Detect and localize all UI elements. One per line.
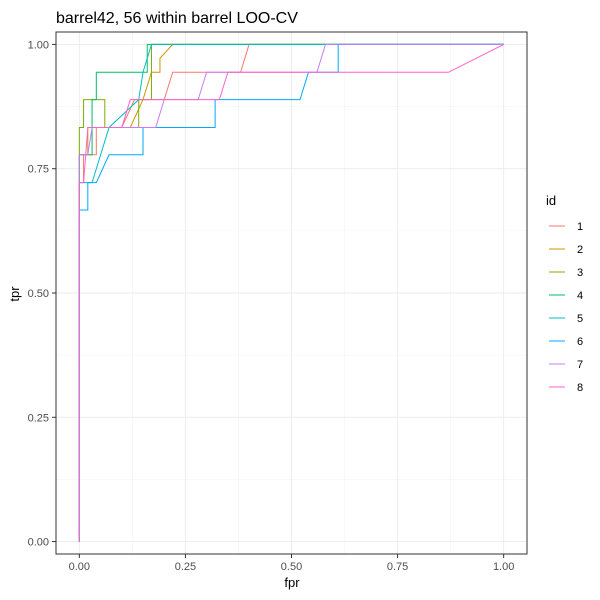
y-tick-label: 0.50	[28, 288, 49, 300]
x-axis: 0.00 0.25 0.50 0.75 1.00	[69, 554, 514, 573]
series-line-8	[78, 43, 504, 542]
y-tick-label: 1.00	[28, 39, 49, 51]
legend-label-4: 4	[577, 290, 583, 302]
legend-label-3: 3	[577, 267, 583, 279]
x-axis-title: fpr	[284, 575, 300, 590]
x-tick-label: 0.00	[69, 561, 90, 573]
y-axis-title: tpr	[7, 286, 22, 302]
legend-label-5: 5	[577, 313, 583, 325]
legend-label-2: 2	[577, 244, 583, 256]
x-tick-label: 1.00	[493, 561, 514, 573]
y-tick-label: 0.00	[28, 537, 49, 549]
legend-label-7: 7	[577, 359, 583, 371]
y-tick-label: 0.25	[28, 412, 49, 424]
x-tick-label: 0.75	[387, 561, 408, 573]
x-tick-label: 0.25	[175, 561, 196, 573]
legend-label-8: 8	[577, 382, 583, 394]
legend: id 1 2 3 4 5 6 7 8	[546, 193, 583, 394]
y-axis: 0.00 0.25 0.50 0.75 1.00	[28, 39, 56, 549]
x-tick-label: 0.50	[281, 561, 302, 573]
series-layer	[78, 43, 504, 542]
legend-label-1: 1	[577, 221, 583, 233]
legend-label-6: 6	[577, 336, 583, 348]
y-tick-label: 0.75	[28, 164, 49, 176]
legend-items: 1 2 3 4 5 6 7 8	[549, 221, 583, 394]
legend-title: id	[546, 193, 556, 208]
chart-title: barrel42, 56 within barrel LOO-CV	[56, 10, 298, 27]
